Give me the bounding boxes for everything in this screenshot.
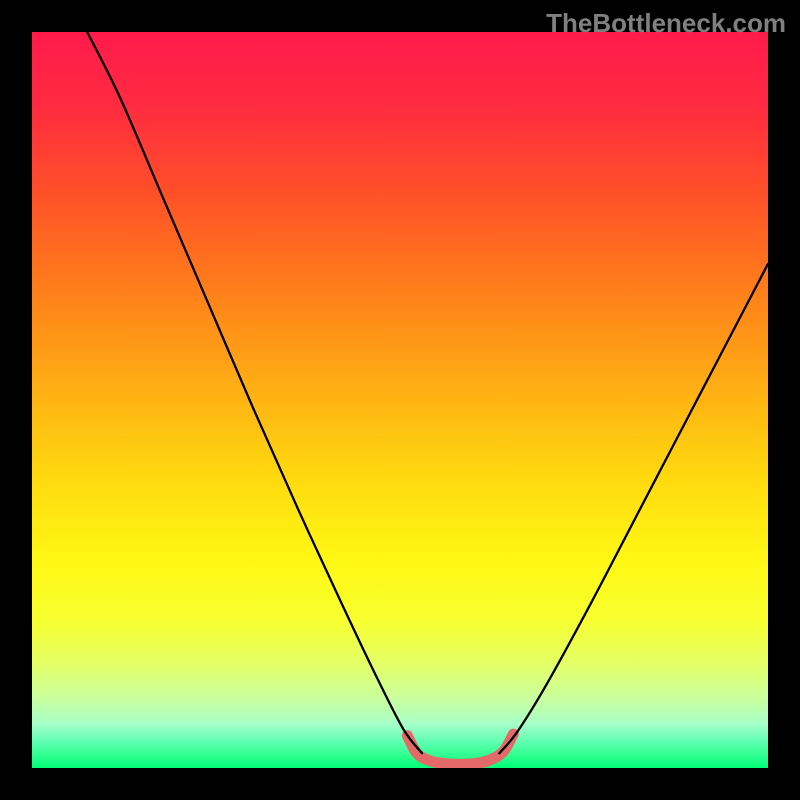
watermark-text: TheBottleneck.com (546, 8, 786, 39)
chart-frame: TheBottleneck.com (0, 0, 800, 800)
plot-background (32, 32, 768, 768)
chart-svg (0, 0, 800, 800)
